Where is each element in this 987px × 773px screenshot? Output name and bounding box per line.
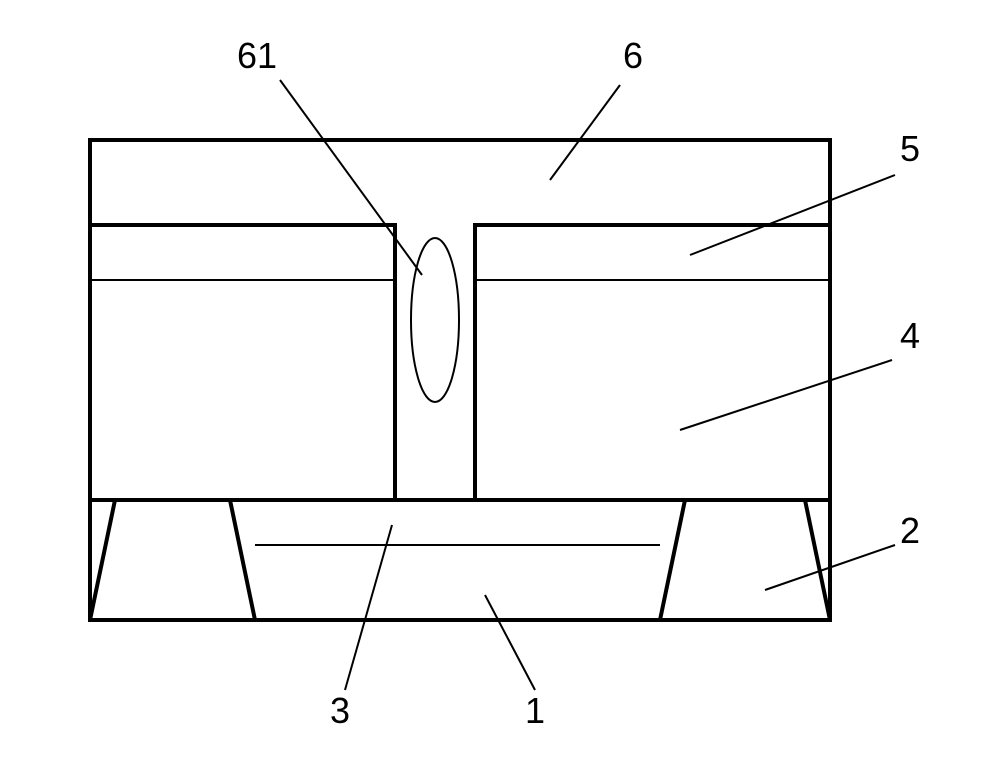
label-2: 2 bbox=[900, 510, 920, 552]
leader-6 bbox=[550, 85, 620, 180]
trapezoid-right bbox=[660, 500, 685, 620]
inner-left-block bbox=[90, 225, 395, 500]
trapezoid-right-2 bbox=[805, 500, 830, 620]
trapezoid-left bbox=[90, 500, 115, 620]
leader-5 bbox=[690, 175, 895, 255]
ellipse-61 bbox=[411, 238, 459, 402]
label-1: 1 bbox=[525, 690, 545, 732]
leader-4 bbox=[680, 360, 892, 430]
label-61: 61 bbox=[237, 35, 277, 77]
leader-61 bbox=[280, 80, 422, 275]
leader-1 bbox=[485, 595, 535, 690]
label-6: 6 bbox=[623, 35, 643, 77]
diagram-svg bbox=[0, 0, 987, 773]
label-3: 3 bbox=[330, 690, 350, 732]
label-5: 5 bbox=[900, 128, 920, 170]
label-4: 4 bbox=[900, 315, 920, 357]
inner-right-block bbox=[475, 225, 830, 500]
trapezoid-left-2 bbox=[230, 500, 255, 620]
leader-3 bbox=[345, 525, 392, 690]
outer-box bbox=[90, 140, 830, 620]
